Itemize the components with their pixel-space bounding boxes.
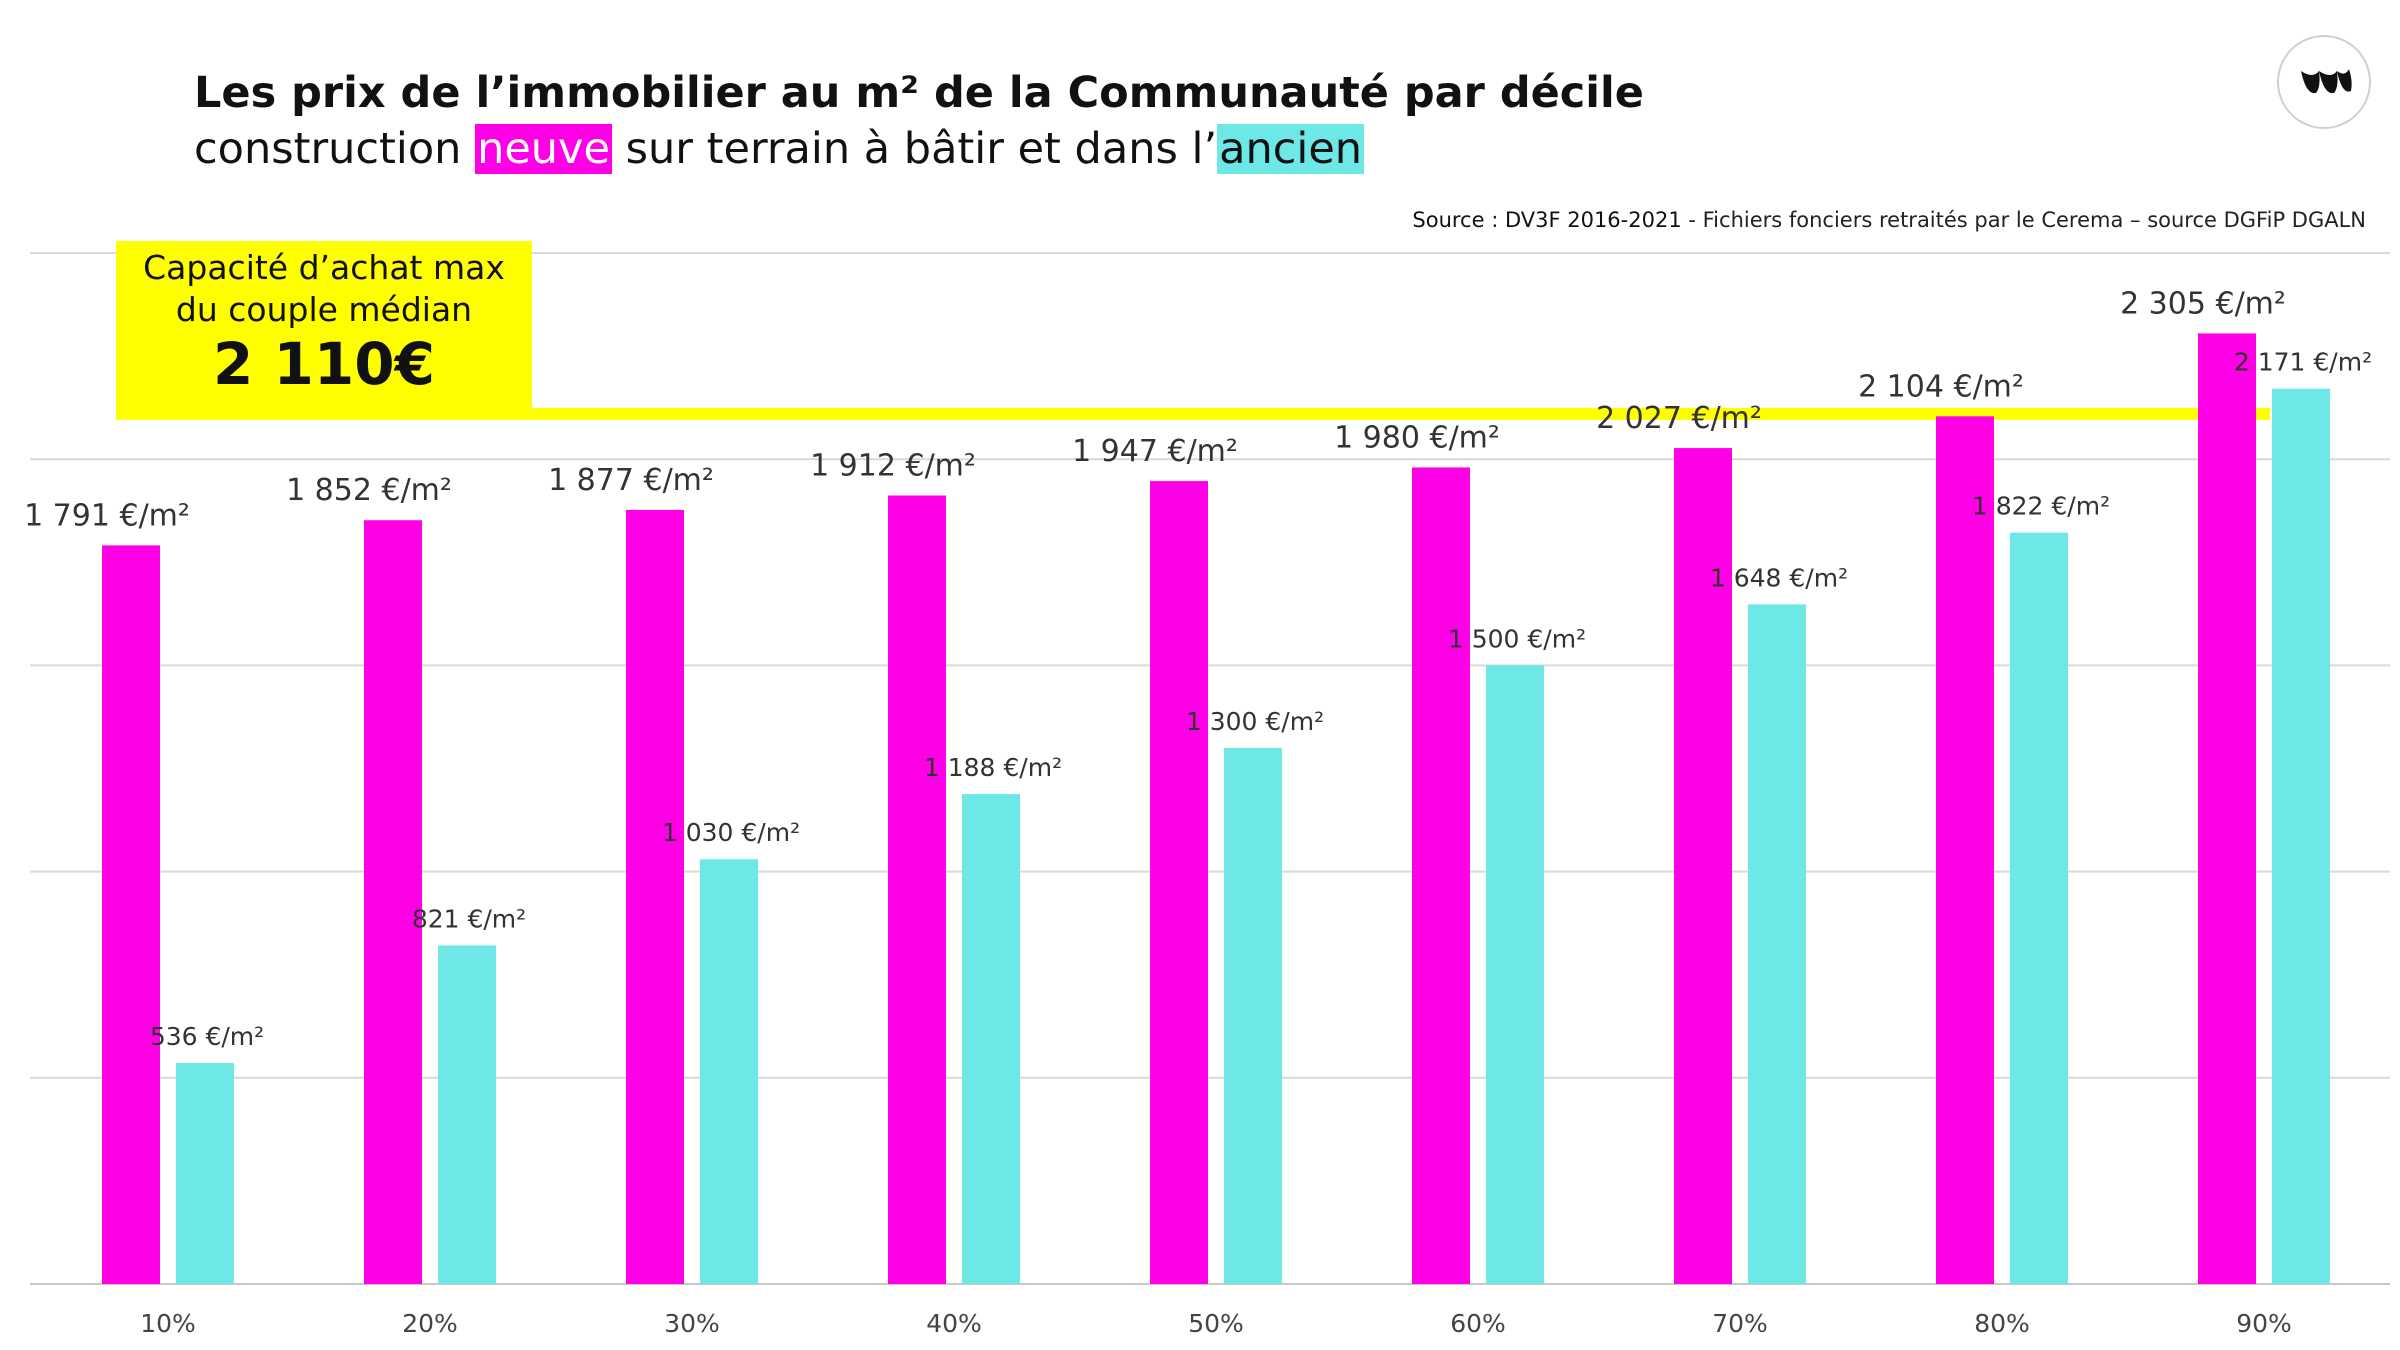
x-tick-label: 80%: [1974, 1309, 2030, 1338]
bar-ancien: [1486, 665, 1544, 1284]
source-strong: Source : DV3F 2016-2021: [1412, 208, 1682, 232]
bar-neuve: [888, 495, 946, 1284]
data-label-neuve: 1 912 €/m²: [810, 448, 976, 483]
chart-title: Les prix de l’immobilier au m² de la Com…: [194, 68, 1644, 118]
data-label-neuve: 2 305 €/m²: [2120, 286, 2286, 321]
data-label-ancien: 1 500 €/m²: [1448, 624, 1586, 653]
bar-neuve: [626, 509, 684, 1285]
data-label-neuve: 2 104 €/m²: [1858, 369, 2024, 404]
brand-logo-icon: [2277, 35, 2371, 129]
subtitle-neuve-highlight: neuve: [475, 124, 612, 174]
x-tick-label: 90%: [2236, 1309, 2292, 1338]
data-label-ancien: 536 €/m²: [150, 1022, 264, 1051]
source-note: Source : DV3F 2016-2021 - Fichiers fonci…: [1412, 208, 2366, 232]
data-label-ancien: 1 030 €/m²: [662, 818, 800, 847]
bar-neuve: [1674, 448, 1732, 1284]
bar-neuve: [2198, 333, 2256, 1285]
x-tick-label: 10%: [140, 1309, 196, 1338]
bar-ancien: [2010, 532, 2068, 1284]
data-label-neuve: 1 852 €/m²: [286, 473, 452, 508]
data-label-ancien: 1 822 €/m²: [1972, 492, 2110, 521]
bar-neuve: [102, 545, 160, 1284]
bar-ancien: [1748, 604, 1806, 1284]
data-label-neuve: 1 791 €/m²: [24, 498, 190, 533]
data-label-ancien: 1 648 €/m²: [1710, 563, 1848, 592]
subtitle-middle: sur terrain à bâtir et dans l’: [611, 124, 1218, 174]
bar-ancien: [438, 945, 496, 1284]
capacity-label: Capacité d’achat max du couple médian: [143, 248, 505, 329]
data-label-neuve: 1 947 €/m²: [1072, 434, 1238, 469]
bar-ancien: [2272, 388, 2330, 1285]
x-tick-label: 60%: [1450, 1309, 1506, 1338]
subtitle-ancien-highlight: ancien: [1217, 124, 1365, 174]
data-label-ancien: 821 €/m²: [412, 904, 526, 933]
bar-ancien: [700, 859, 758, 1284]
bar-neuve: [1412, 467, 1470, 1284]
source-rest: - Fichiers fonciers retraités par le Cer…: [1681, 208, 2366, 232]
data-label-ancien: 2 171 €/m²: [2234, 348, 2372, 377]
x-tick-label: 30%: [664, 1309, 720, 1338]
data-label-neuve: 2 027 €/m²: [1596, 401, 1762, 436]
x-tick-label: 40%: [926, 1309, 982, 1338]
bar-neuve: [1150, 481, 1208, 1284]
x-tick-label: 20%: [402, 1309, 458, 1338]
capacity-callout: Capacité d’achat max du couple médian 2 …: [116, 241, 532, 409]
bar-ancien: [1224, 747, 1282, 1284]
x-tick-label: 70%: [1712, 1309, 1768, 1338]
bar-ancien: [176, 1062, 234, 1284]
bar-neuve: [1936, 416, 1994, 1284]
subtitle-prefix: construction: [194, 124, 476, 174]
data-label-neuve: 1 980 €/m²: [1334, 420, 1500, 455]
x-tick-label: 50%: [1188, 1309, 1244, 1338]
chart-subtitle: construction neuve sur terrain à bâtir e…: [194, 124, 1365, 174]
data-label-ancien: 1 300 €/m²: [1186, 707, 1324, 736]
bar-neuve: [364, 520, 422, 1284]
capacity-value: 2 110€: [213, 330, 435, 398]
bar-ancien: [962, 794, 1020, 1284]
data-label-ancien: 1 188 €/m²: [924, 753, 1062, 782]
data-label-neuve: 1 877 €/m²: [548, 463, 714, 498]
